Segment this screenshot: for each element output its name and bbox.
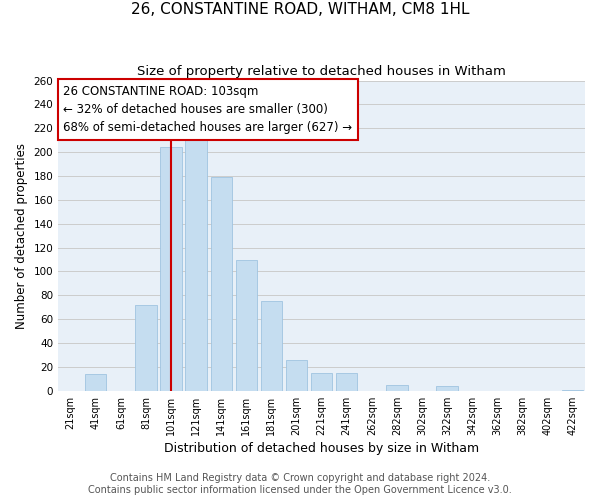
Text: Contains HM Land Registry data © Crown copyright and database right 2024.
Contai: Contains HM Land Registry data © Crown c… (88, 474, 512, 495)
Bar (136, 305, 157, 391)
Bar (386, 385, 407, 391)
Bar (211, 177, 232, 391)
Bar (160, 148, 182, 391)
X-axis label: Distribution of detached houses by size in Witham: Distribution of detached houses by size … (164, 442, 479, 455)
Bar (185, 139, 207, 391)
Bar (436, 386, 458, 391)
Title: Size of property relative to detached houses in Witham: Size of property relative to detached ho… (137, 65, 506, 78)
Bar (311, 373, 332, 391)
Bar (261, 302, 282, 391)
Text: 26, CONSTANTINE ROAD, WITHAM, CM8 1HL: 26, CONSTANTINE ROAD, WITHAM, CM8 1HL (131, 2, 469, 18)
Bar (236, 260, 257, 391)
Bar (286, 360, 307, 391)
Text: 26 CONSTANTINE ROAD: 103sqm
← 32% of detached houses are smaller (300)
68% of se: 26 CONSTANTINE ROAD: 103sqm ← 32% of det… (64, 85, 353, 134)
Bar (336, 373, 358, 391)
Bar (562, 390, 583, 391)
Bar (85, 374, 106, 391)
Y-axis label: Number of detached properties: Number of detached properties (15, 142, 28, 328)
